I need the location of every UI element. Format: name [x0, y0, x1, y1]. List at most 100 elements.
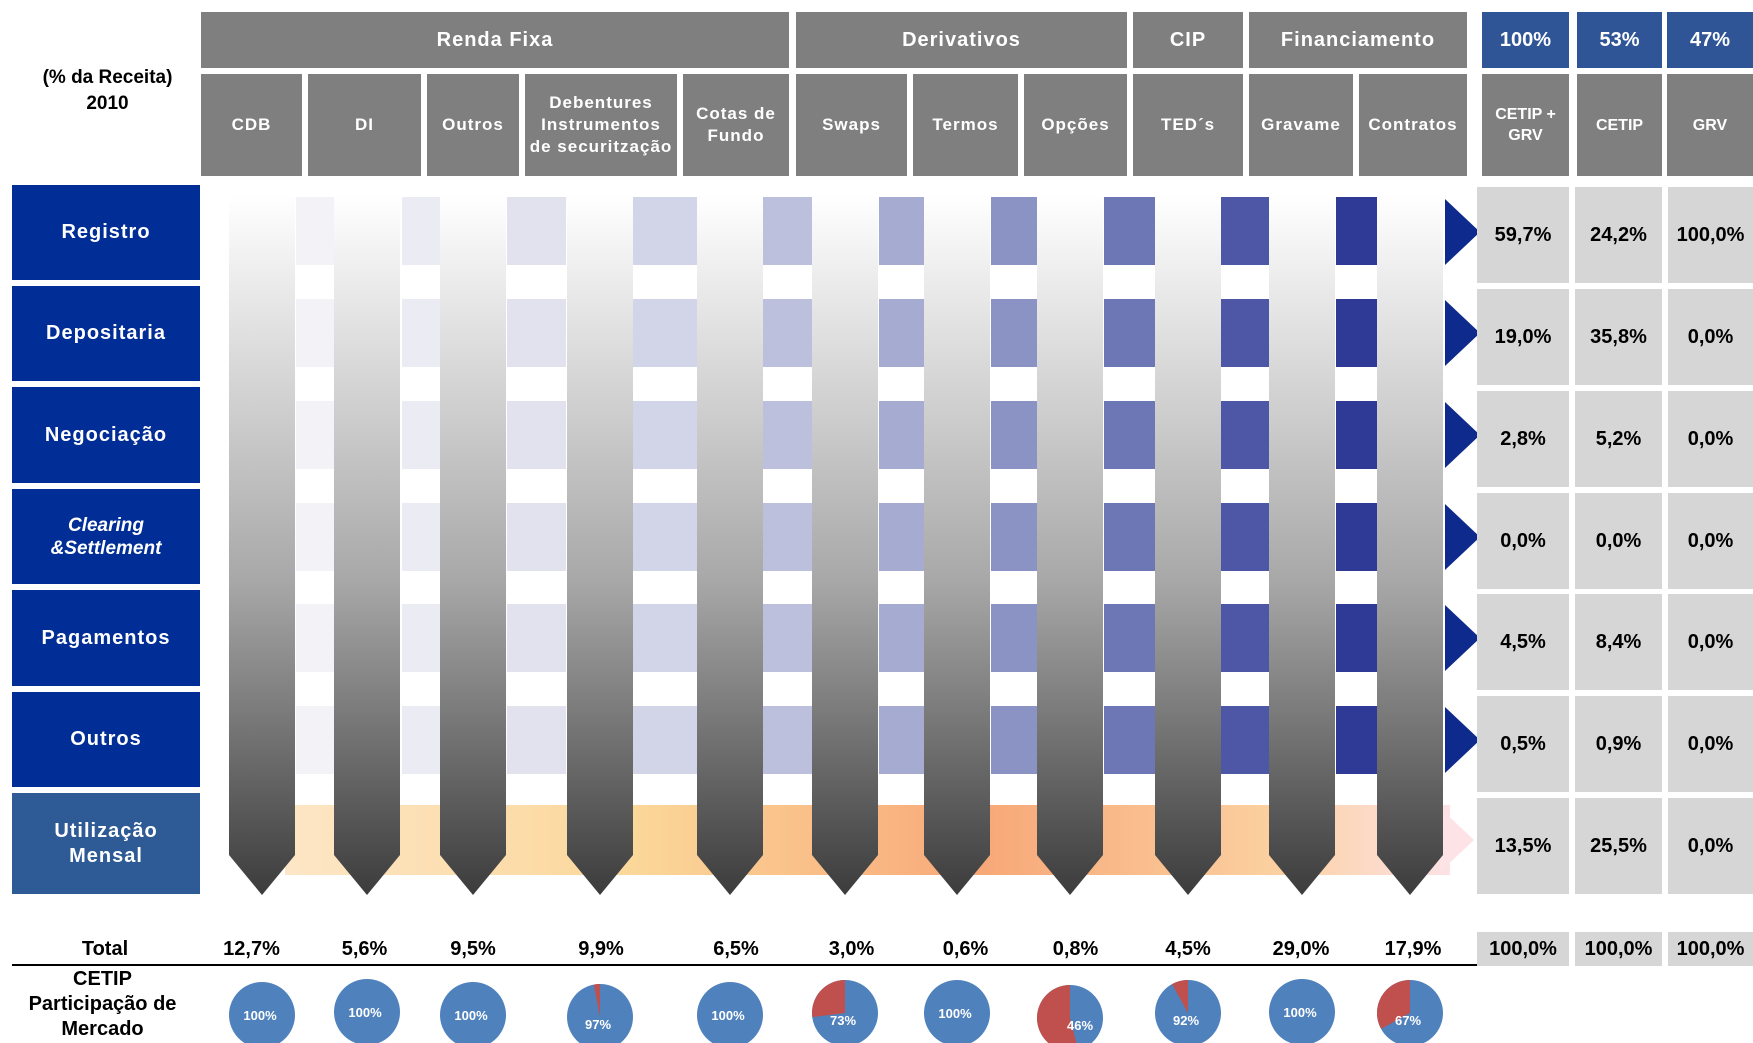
- stripe-block: [1221, 503, 1269, 571]
- total-value: 9,9%: [578, 937, 624, 960]
- stripe-block: [633, 299, 697, 367]
- value-cell: 100,0%: [1668, 187, 1753, 283]
- pie-other-slice: [1377, 980, 1410, 1029]
- total-right-value: 100,0%: [1477, 932, 1569, 966]
- row-triangles: [1445, 199, 1480, 773]
- value-cell: 0,0%: [1668, 391, 1753, 487]
- market-share-pie: 100%: [334, 979, 400, 1043]
- total-right-value: 100,0%: [1575, 932, 1662, 966]
- column-chevron: [812, 195, 878, 895]
- total-divider: [12, 964, 1477, 966]
- value-cell: 0,5%: [1477, 696, 1569, 792]
- value-cell: 25,5%: [1575, 798, 1662, 894]
- value-cell: 35,8%: [1575, 289, 1662, 385]
- stripe-block: [1336, 299, 1377, 367]
- pie-other-slice: [593, 983, 600, 1017]
- market-share-pie: 100%: [697, 982, 763, 1043]
- stripe-block: [296, 706, 334, 774]
- pie-label: 97%: [585, 1017, 611, 1032]
- pie-label: 46%: [1067, 1018, 1093, 1033]
- stripe-block: [296, 197, 334, 265]
- pie-label: 67%: [1395, 1013, 1421, 1028]
- stripe-block: [1336, 604, 1377, 672]
- stripe-block: [763, 299, 812, 367]
- row-arrow: [1445, 504, 1480, 570]
- stripe-block: [763, 503, 812, 571]
- pie-label: 100%: [243, 1008, 277, 1023]
- right-header-grv: GRV: [1667, 74, 1753, 176]
- stripe-block: [1221, 299, 1269, 367]
- stripe-block: [633, 503, 697, 571]
- value-cell: 24,2%: [1575, 187, 1662, 283]
- instrument-header-cotas: Cotas de Fundo: [683, 74, 789, 176]
- stripe-block: [1221, 706, 1269, 774]
- market-share-pie: 97%: [567, 983, 633, 1043]
- stripe-block: [991, 706, 1040, 774]
- value-cell: 8,4%: [1575, 594, 1662, 690]
- value-cell: 0,0%: [1668, 594, 1753, 690]
- row-label-registro: Registro: [12, 185, 200, 280]
- value-cell: 0,0%: [1575, 493, 1662, 589]
- stripe-block: [402, 401, 440, 469]
- value-cell: 0,0%: [1668, 696, 1753, 792]
- pie-other-slice: [1172, 980, 1188, 1013]
- stripe-block: [633, 706, 697, 774]
- pie-main-slice: [1269, 979, 1335, 1043]
- pie-main-slice: [697, 982, 763, 1043]
- value-cell: 4,5%: [1477, 594, 1569, 690]
- stripe-block: [991, 503, 1040, 571]
- stripe-block: [507, 299, 566, 367]
- group-header-financiamento: Financiamento: [1249, 12, 1467, 68]
- total-value: 17,9%: [1384, 937, 1442, 960]
- stripe-block: [991, 401, 1040, 469]
- value-cell: 0,0%: [1668, 289, 1753, 385]
- value-cell: 0,0%: [1477, 493, 1569, 589]
- right-header-cetip: CETIP: [1577, 74, 1662, 176]
- stripe-block: [763, 706, 812, 774]
- stripe-block: [402, 299, 440, 367]
- total-value: 12,7%: [223, 937, 280, 960]
- pie-label: 73%: [830, 1013, 856, 1028]
- market-share-pie: 100%: [924, 980, 990, 1043]
- stripe-block: [1221, 604, 1269, 672]
- stripe-block: [1104, 604, 1155, 672]
- stripe-block: [296, 604, 334, 672]
- group-header-cip: CIP: [1133, 12, 1243, 68]
- value-cell: 19,0%: [1477, 289, 1569, 385]
- pie-label: 92%: [1173, 1013, 1199, 1028]
- column-chevron: [440, 195, 506, 895]
- column-chevrons: [229, 195, 1443, 895]
- stripe-block: [1104, 706, 1155, 774]
- stripe-block: [402, 503, 440, 571]
- instrument-header-swaps: Swaps: [796, 74, 907, 176]
- instrument-header-teds: TED´s: [1133, 74, 1243, 176]
- pie-main-slice: [229, 982, 295, 1043]
- stripe-block: [507, 401, 566, 469]
- usage-band-tip: [1440, 808, 1474, 872]
- value-cell: 0,9%: [1575, 696, 1662, 792]
- market-share-pie: 100%: [440, 982, 506, 1043]
- market-share-pie: 67%: [1377, 980, 1443, 1043]
- stripe-block: [1221, 401, 1269, 469]
- stripe-block: [1104, 299, 1155, 367]
- stripe-block: [991, 604, 1040, 672]
- total-value: 0,8%: [1052, 937, 1099, 960]
- market-share-pie: 73%: [812, 980, 878, 1043]
- value-cell: 0,0%: [1668, 798, 1753, 894]
- stripe-block: [763, 604, 812, 672]
- instrument-header-termos: Termos: [913, 74, 1018, 176]
- value-cell: 0,0%: [1668, 493, 1753, 589]
- market-share-label: CETIP Participação de Mercado: [28, 968, 177, 1040]
- pie-label: 100%: [1283, 1005, 1317, 1020]
- row-arrow: [1445, 300, 1480, 366]
- pie-main-slice: [924, 980, 990, 1043]
- stripe-block: [1336, 503, 1377, 571]
- row-label-depositaria: Depositaria: [12, 286, 200, 381]
- value-cell: 13,5%: [1477, 798, 1569, 894]
- row-arrow: [1445, 605, 1480, 671]
- stripe-block: [1336, 197, 1377, 265]
- stripe-block: [991, 299, 1040, 367]
- row-label-pagamentos: Pagamentos: [12, 590, 200, 686]
- instrument-header-debentures: Debentures Instrumentos de securitzação: [525, 74, 677, 176]
- pie-main-slice: [334, 979, 400, 1043]
